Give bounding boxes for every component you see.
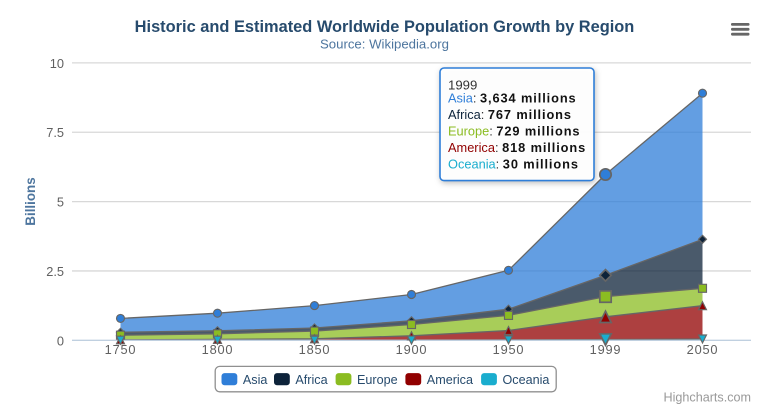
svg-text:Europe: 729 millions: Europe: 729 millions bbox=[448, 123, 580, 138]
svg-text:1900: 1900 bbox=[396, 342, 428, 357]
svg-text:Historic and Estimated Worldwi: Historic and Estimated Worldwide Populat… bbox=[135, 18, 635, 36]
svg-text:Africa: Africa bbox=[295, 373, 327, 387]
svg-text:7.5: 7.5 bbox=[46, 125, 64, 140]
svg-text:America: 818 millions: America: 818 millions bbox=[448, 140, 586, 155]
svg-text:Africa: 767 millions: Africa: 767 millions bbox=[448, 107, 572, 122]
svg-text:10: 10 bbox=[50, 56, 64, 71]
svg-text:0: 0 bbox=[57, 333, 64, 348]
svg-text:1999: 1999 bbox=[448, 78, 477, 93]
svg-text:1999: 1999 bbox=[590, 342, 622, 357]
svg-text:Source: Wikipedia.org: Source: Wikipedia.org bbox=[320, 37, 449, 52]
svg-text:2050: 2050 bbox=[687, 342, 719, 357]
svg-text:Billions: Billions bbox=[23, 177, 38, 225]
svg-text:2.5: 2.5 bbox=[46, 264, 64, 279]
svg-text:5: 5 bbox=[57, 195, 64, 210]
svg-text:Asia: 3,634 millions: Asia: 3,634 millions bbox=[448, 90, 577, 105]
svg-text:Highcharts.com: Highcharts.com bbox=[664, 391, 752, 405]
svg-text:1950: 1950 bbox=[493, 342, 525, 357]
svg-text:Asia: Asia bbox=[243, 373, 268, 387]
svg-text:1850: 1850 bbox=[299, 342, 331, 357]
svg-text:1750: 1750 bbox=[105, 342, 137, 357]
svg-text:Oceania: 30 millions: Oceania: 30 millions bbox=[448, 156, 579, 171]
svg-text:America: America bbox=[427, 373, 473, 387]
svg-text:Oceania: Oceania bbox=[503, 373, 550, 387]
svg-text:Europe: Europe bbox=[357, 373, 398, 387]
svg-text:1800: 1800 bbox=[202, 342, 234, 357]
